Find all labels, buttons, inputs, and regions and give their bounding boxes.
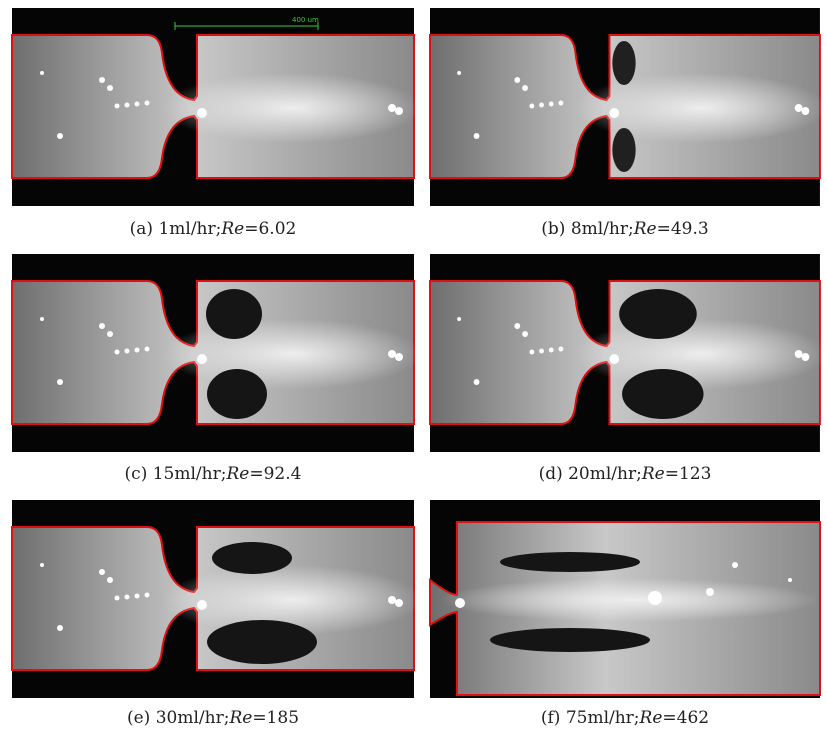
- scale-bar-label: 400 um: [292, 16, 319, 24]
- panel-image: 400 um: [12, 8, 422, 206]
- caption: (c) 15ml/hr;Re=92.4: [125, 464, 302, 484]
- page: 400 um (a) 1ml/hr;Re=6.02 (b) 8ml/hr;Re=…: [0, 0, 827, 731]
- caption: (a) 1ml/hr;Re=6.02: [130, 219, 297, 239]
- figure: 400 um (a) 1ml/hr;Re=6.02 (b) 8ml/hr;Re=…: [0, 0, 827, 731]
- panel-image: [12, 500, 422, 698]
- caption: (e) 30ml/hr;Re=185: [127, 708, 299, 728]
- panel-image: [430, 500, 820, 698]
- panel-image: [12, 254, 422, 452]
- caption: (b) 8ml/hr;Re=49.3: [541, 219, 708, 239]
- caption: (f) 75ml/hr;Re=462: [541, 708, 709, 728]
- caption: (d) 20ml/hr;Re=123: [539, 464, 712, 484]
- panel-image: [430, 254, 827, 452]
- panel-image: [430, 8, 827, 206]
